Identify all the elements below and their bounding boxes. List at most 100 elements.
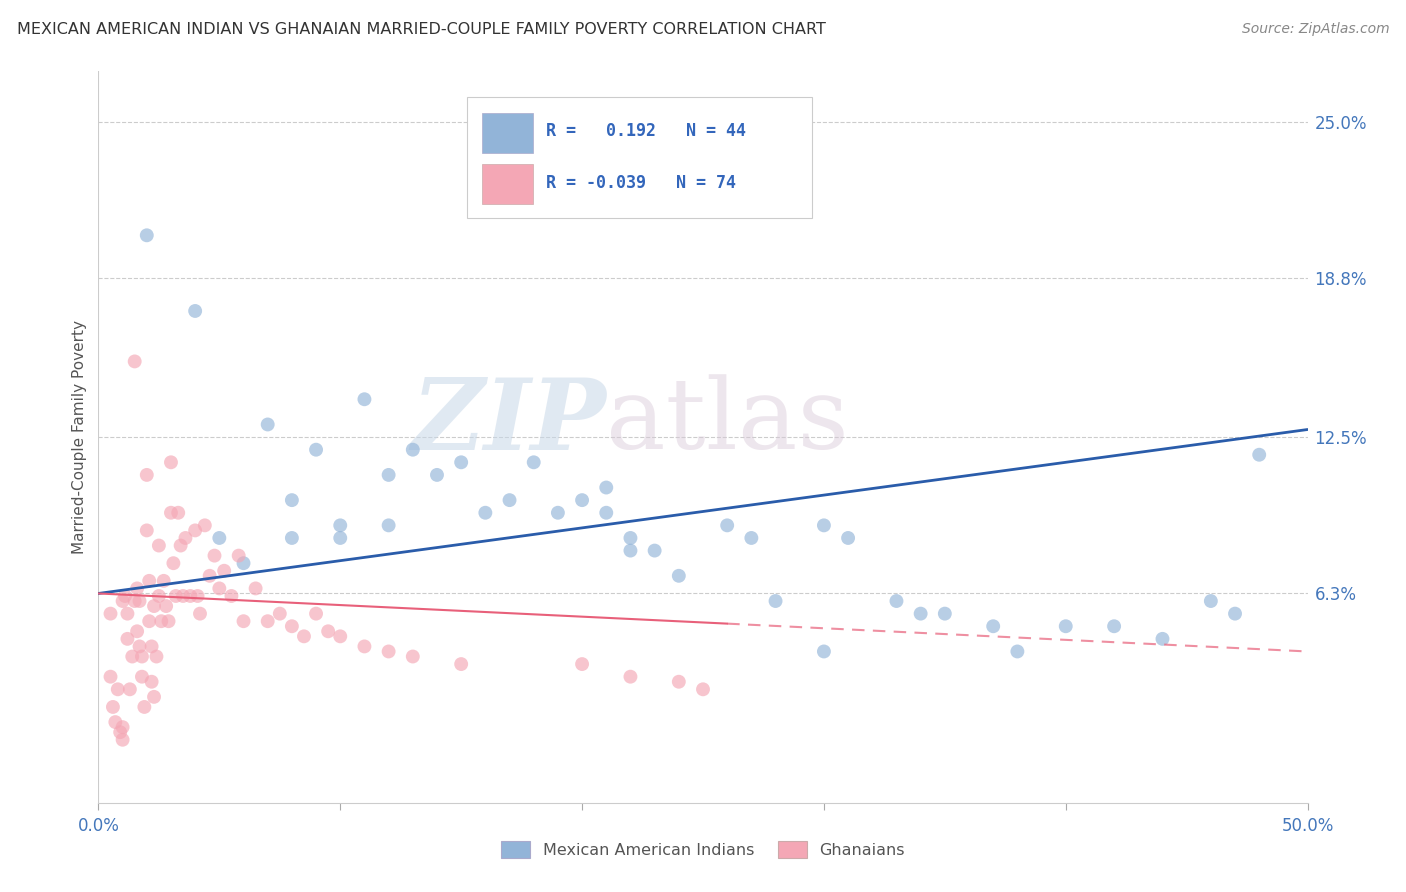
Point [100, 670, 122, 684]
Point [184, 304, 207, 318]
Point [668, 674, 690, 689]
Point [228, 549, 250, 563]
Point [152, 574, 174, 588]
Point [644, 543, 666, 558]
Point [141, 674, 163, 689]
Point [232, 614, 254, 628]
Point [188, 607, 211, 621]
Point [450, 455, 472, 469]
Point [292, 629, 315, 643]
Point [813, 644, 835, 658]
Point [111, 732, 134, 747]
Point [124, 354, 146, 368]
Point [256, 417, 278, 432]
Point [212, 564, 235, 578]
Point [269, 607, 291, 621]
Point [402, 442, 425, 457]
Point [1102, 619, 1125, 633]
Text: atlas: atlas [606, 375, 849, 470]
Point [595, 481, 617, 495]
Point [1199, 594, 1222, 608]
Point [169, 539, 191, 553]
Point [1249, 448, 1271, 462]
Point [117, 607, 139, 621]
Point [160, 455, 183, 469]
Point [692, 682, 714, 697]
Point [131, 649, 153, 664]
Point [402, 649, 425, 664]
Point [740, 531, 762, 545]
FancyBboxPatch shape [482, 164, 533, 204]
Point [813, 518, 835, 533]
Point [143, 599, 166, 613]
Point [117, 632, 139, 646]
Point [329, 531, 352, 545]
FancyBboxPatch shape [467, 97, 811, 218]
Point [208, 531, 231, 545]
Point [145, 649, 167, 664]
Point [141, 640, 163, 654]
Point [167, 506, 190, 520]
Point [138, 614, 160, 628]
Point [114, 589, 136, 603]
Point [160, 506, 183, 520]
Point [150, 614, 173, 628]
Point [174, 531, 197, 545]
Point [172, 589, 194, 603]
Point [474, 506, 496, 520]
Point [221, 589, 243, 603]
Point [101, 700, 124, 714]
Point [198, 569, 221, 583]
Point [134, 700, 156, 714]
Point [910, 607, 932, 621]
Point [1007, 644, 1029, 658]
Point [329, 629, 352, 643]
Text: ZIP: ZIP [412, 375, 606, 471]
Point [450, 657, 472, 671]
Point [716, 518, 738, 533]
Point [426, 467, 449, 482]
Point [281, 619, 304, 633]
FancyBboxPatch shape [482, 113, 533, 153]
Point [837, 531, 859, 545]
Point [143, 690, 166, 704]
Point [668, 569, 690, 583]
Point [100, 607, 122, 621]
Point [571, 657, 593, 671]
Point [194, 518, 217, 533]
Point [184, 524, 207, 538]
Point [124, 594, 146, 608]
Point [148, 539, 170, 553]
Point [111, 594, 134, 608]
Point [131, 670, 153, 684]
Point [934, 607, 956, 621]
Text: R =   0.192   N = 44: R = 0.192 N = 44 [546, 122, 745, 140]
Point [281, 531, 304, 545]
Point [232, 556, 254, 570]
Point [104, 715, 127, 730]
Point [179, 589, 201, 603]
Point [138, 574, 160, 588]
Point [353, 392, 375, 407]
Point [281, 493, 304, 508]
Point [571, 493, 593, 508]
Point [256, 614, 278, 628]
Point [377, 518, 399, 533]
Point [157, 614, 180, 628]
Point [1223, 607, 1246, 621]
Point [108, 725, 131, 739]
Point [118, 682, 141, 697]
Point [128, 594, 150, 608]
Point [498, 493, 520, 508]
Point [353, 640, 375, 654]
Point [107, 682, 129, 697]
Point [377, 644, 399, 658]
Point [135, 228, 157, 243]
Point [886, 594, 908, 608]
Point [128, 640, 150, 654]
Point [204, 549, 226, 563]
Point [208, 582, 231, 596]
Point [523, 455, 546, 469]
Legend: Mexican American Indians, Ghanaians: Mexican American Indians, Ghanaians [495, 835, 911, 864]
Point [148, 589, 170, 603]
